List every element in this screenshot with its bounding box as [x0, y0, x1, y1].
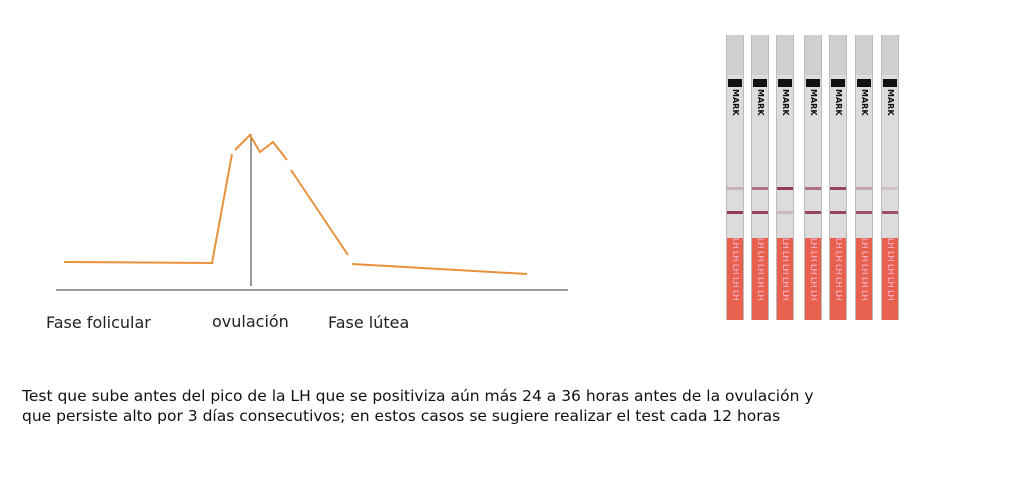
strip-mark-bar — [831, 79, 845, 87]
strip-handle — [856, 35, 872, 75]
label-ovulation: ovulación — [212, 312, 289, 331]
caption: Test que sube antes del pico de la LH qu… — [22, 386, 1012, 426]
strip-mark-text: MARK — [781, 89, 790, 116]
test-line — [882, 187, 898, 190]
lh-curve-segment — [234, 133, 288, 161]
strip-brand-area: LH LH LH LH LH — [856, 238, 872, 320]
strip-handle — [830, 35, 846, 75]
control-line — [752, 211, 768, 214]
test-line — [727, 187, 743, 190]
lh-curve-segment — [63, 153, 233, 265]
strip-mark-bar — [883, 79, 897, 87]
label-luteal-phase: Fase lútea — [328, 313, 410, 332]
test-line — [856, 187, 872, 190]
test-line — [805, 187, 821, 190]
strip-mark-text: MARK — [860, 89, 869, 116]
label-follicular-phase: Fase folicular — [46, 313, 151, 332]
strip-brand-area: LH LH LH LH LH — [830, 238, 846, 320]
control-line — [856, 211, 872, 214]
caption-line-2: que persiste alto por 3 días consecutivo… — [22, 407, 781, 425]
strip-mark-bar — [806, 79, 820, 87]
test-strip: MARK LH LH LH LH LH — [726, 35, 744, 320]
test-line — [777, 187, 793, 190]
strip-brand-area: LH LH LH LH LH — [805, 238, 821, 320]
strip-mark-bar — [778, 79, 792, 87]
strip-handle — [777, 35, 793, 75]
strip-mark-text: MARK — [809, 89, 818, 116]
control-line — [882, 211, 898, 214]
control-line — [830, 211, 846, 214]
strip-mark-text: MARK — [756, 89, 765, 116]
lh-curve — [63, 133, 528, 275]
test-strip: MARK LH LH LH LH LH — [855, 35, 873, 320]
strip-handle — [727, 35, 743, 75]
caption-line-1: Test que sube antes del pico de la LH qu… — [22, 387, 814, 405]
test-strip: MARK LH LH LH LH LH — [829, 35, 847, 320]
strip-handle — [805, 35, 821, 75]
control-line — [727, 211, 743, 214]
lh-curve-segment — [351, 263, 528, 275]
strip-brand-area: LH LH LH LH LH — [752, 238, 768, 320]
lh-curve-segment — [290, 169, 349, 256]
strip-brand-area: LH LH LH LH LH — [777, 238, 793, 320]
test-strip: MARK LH LH LH LH LH — [751, 35, 769, 320]
test-strip: MARK LH LH LH LH LH — [881, 35, 899, 320]
strip-handle — [882, 35, 898, 75]
strip-mark-text: MARK — [731, 89, 740, 116]
strip-mark-bar — [753, 79, 767, 87]
test-strip: MARK LH LH LH LH LH — [804, 35, 822, 320]
control-line — [805, 211, 821, 214]
strip-brand-area: LH LH LH LH LH — [727, 238, 743, 320]
control-line — [777, 211, 793, 214]
strip-brand-area: LH LH LH LH LH — [882, 238, 898, 320]
strip-mark-bar — [857, 79, 871, 87]
strip-mark-text: MARK — [834, 89, 843, 116]
test-strip: MARK LH LH LH LH LH — [776, 35, 794, 320]
strip-mark-bar — [728, 79, 742, 87]
test-line — [830, 187, 846, 190]
strip-mark-text: MARK — [886, 89, 895, 116]
test-line — [752, 187, 768, 190]
strip-handle — [752, 35, 768, 75]
